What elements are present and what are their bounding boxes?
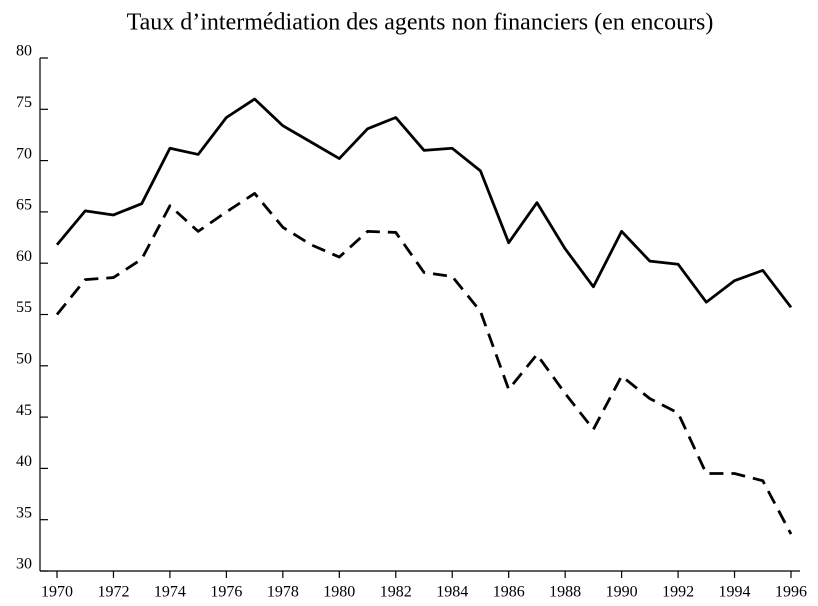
y-tick-label: 45 — [16, 402, 32, 419]
y-tick-label: 40 — [16, 453, 32, 470]
y-tick-label: 55 — [16, 299, 32, 316]
x-tick-label: 1980 — [323, 584, 355, 601]
x-tick-label: 1974 — [154, 584, 186, 601]
x-tick-label: 1994 — [719, 584, 751, 601]
y-tick-label: 70 — [16, 145, 32, 162]
y-tick-label: 75 — [16, 94, 32, 111]
x-tick-label: 1972 — [97, 584, 129, 601]
x-tick-label: 1970 — [41, 584, 73, 601]
y-tick-label: 35 — [16, 504, 32, 521]
y-tick-label: 50 — [16, 350, 32, 367]
series-line — [55, 192, 793, 535]
x-tick-label: 1988 — [549, 584, 581, 601]
x-tick-label: 1986 — [493, 584, 525, 601]
x-tick-label: 1976 — [210, 584, 242, 601]
x-tick-label: 1992 — [662, 584, 694, 601]
y-tick-label: 80 — [16, 43, 32, 60]
x-tick-label: 1978 — [267, 584, 299, 601]
series-line — [55, 97, 793, 309]
y-tick-label: 65 — [16, 197, 32, 214]
y-tick-label: 60 — [16, 248, 32, 265]
x-tick-label: 1984 — [436, 584, 468, 601]
chart-title: Taux d’intermédiation des agents non fin… — [127, 10, 714, 36]
y-tick-label: 30 — [16, 556, 32, 573]
x-tick-label: 1996 — [775, 584, 807, 601]
x-tick-label: 1990 — [606, 584, 638, 601]
x-tick-label: 1982 — [380, 584, 412, 601]
